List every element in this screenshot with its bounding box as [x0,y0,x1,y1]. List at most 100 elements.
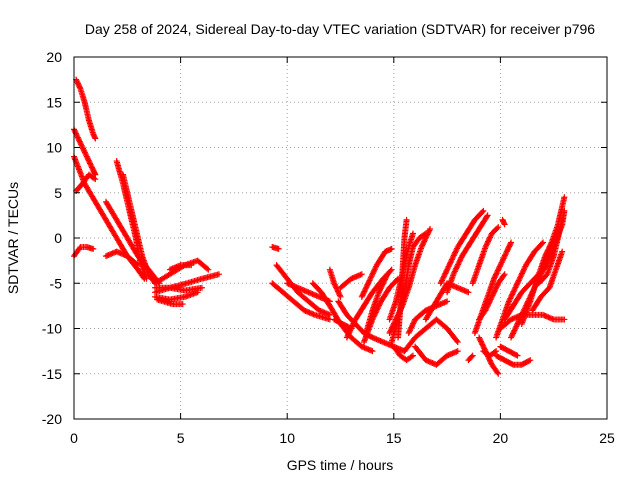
data-point [81,149,88,156]
data-point [450,271,457,278]
data-point [494,369,501,376]
data-point [545,246,552,253]
series-track-24 [337,271,365,291]
data-point [513,352,520,359]
data-point [479,341,486,348]
data-point [419,241,426,248]
data-point [456,258,463,265]
data-point [483,213,490,220]
data-point [508,361,515,368]
data-point [88,163,95,170]
data-point [489,292,496,299]
data-point [454,339,461,346]
data-point [499,256,506,263]
data-point [511,326,518,333]
data-point [348,324,355,331]
data-point [443,267,450,274]
data-point [559,216,566,223]
x-tick-label: 10 [279,430,295,446]
data-point [527,357,534,364]
data-point [349,322,356,329]
data-point [519,270,526,277]
data-point [71,127,78,134]
data-point [506,296,513,303]
data-point [343,334,350,341]
data-point [76,137,83,144]
data-point [409,230,416,237]
data-point [134,262,141,269]
series-track-36 [412,343,461,368]
data-point [511,285,518,292]
data-point [452,249,459,256]
data-point [559,248,566,255]
data-point [517,274,524,281]
data-point [492,285,499,292]
data-point [78,141,85,148]
data-point [388,266,395,273]
data-point [468,353,475,360]
data-point [376,301,383,308]
data-point [80,146,87,153]
data-point [421,231,428,238]
data-point [77,139,84,146]
data-point [407,327,414,334]
data-point [410,320,417,327]
data-point [519,269,526,276]
data-point [512,324,519,331]
y-tick-label: 20 [46,49,62,65]
series-track-44 [480,348,500,359]
data-point [518,271,525,278]
data-point [326,311,333,318]
data-point [440,274,447,281]
x-tick-label: 5 [177,430,185,446]
series-track-23 [331,316,355,332]
data-point [333,285,340,292]
data-point [76,138,83,145]
data-point [509,289,516,296]
series-track-54 [499,216,508,228]
data-point [509,331,516,338]
data-point [82,150,89,157]
data-point [85,157,92,164]
data-point [544,247,551,254]
data-point [494,225,501,232]
series-track-13 [152,284,205,294]
data-point [513,322,520,329]
data-point [453,337,460,344]
data-point [457,255,464,262]
data-point [485,237,492,244]
data-point [486,299,493,306]
data-point [360,291,367,298]
series-track-38 [437,207,487,287]
data-point [507,240,514,247]
data-point [427,225,434,232]
data-point [546,253,553,260]
data-point [204,265,211,272]
data-point [486,234,493,241]
data-point [546,244,553,251]
data-point [143,275,150,282]
data-point [451,269,458,276]
data-point [442,269,449,276]
data-point [87,161,94,168]
data-point [344,333,351,340]
data-point [491,349,498,356]
data-point [371,267,378,274]
data-point [362,285,369,292]
data-point [367,276,374,283]
data-point [422,230,429,237]
data-point [487,358,494,365]
data-point [520,267,527,274]
data-point [445,263,452,270]
data-point [508,239,515,246]
data-point [546,252,553,259]
data-point [347,326,354,333]
data-point [476,334,483,341]
data-point [374,306,381,313]
data-point [479,342,486,349]
data-point [511,287,518,294]
data-point [335,289,342,296]
data-point [369,271,376,278]
data-point [507,294,514,301]
data-point [410,319,417,326]
